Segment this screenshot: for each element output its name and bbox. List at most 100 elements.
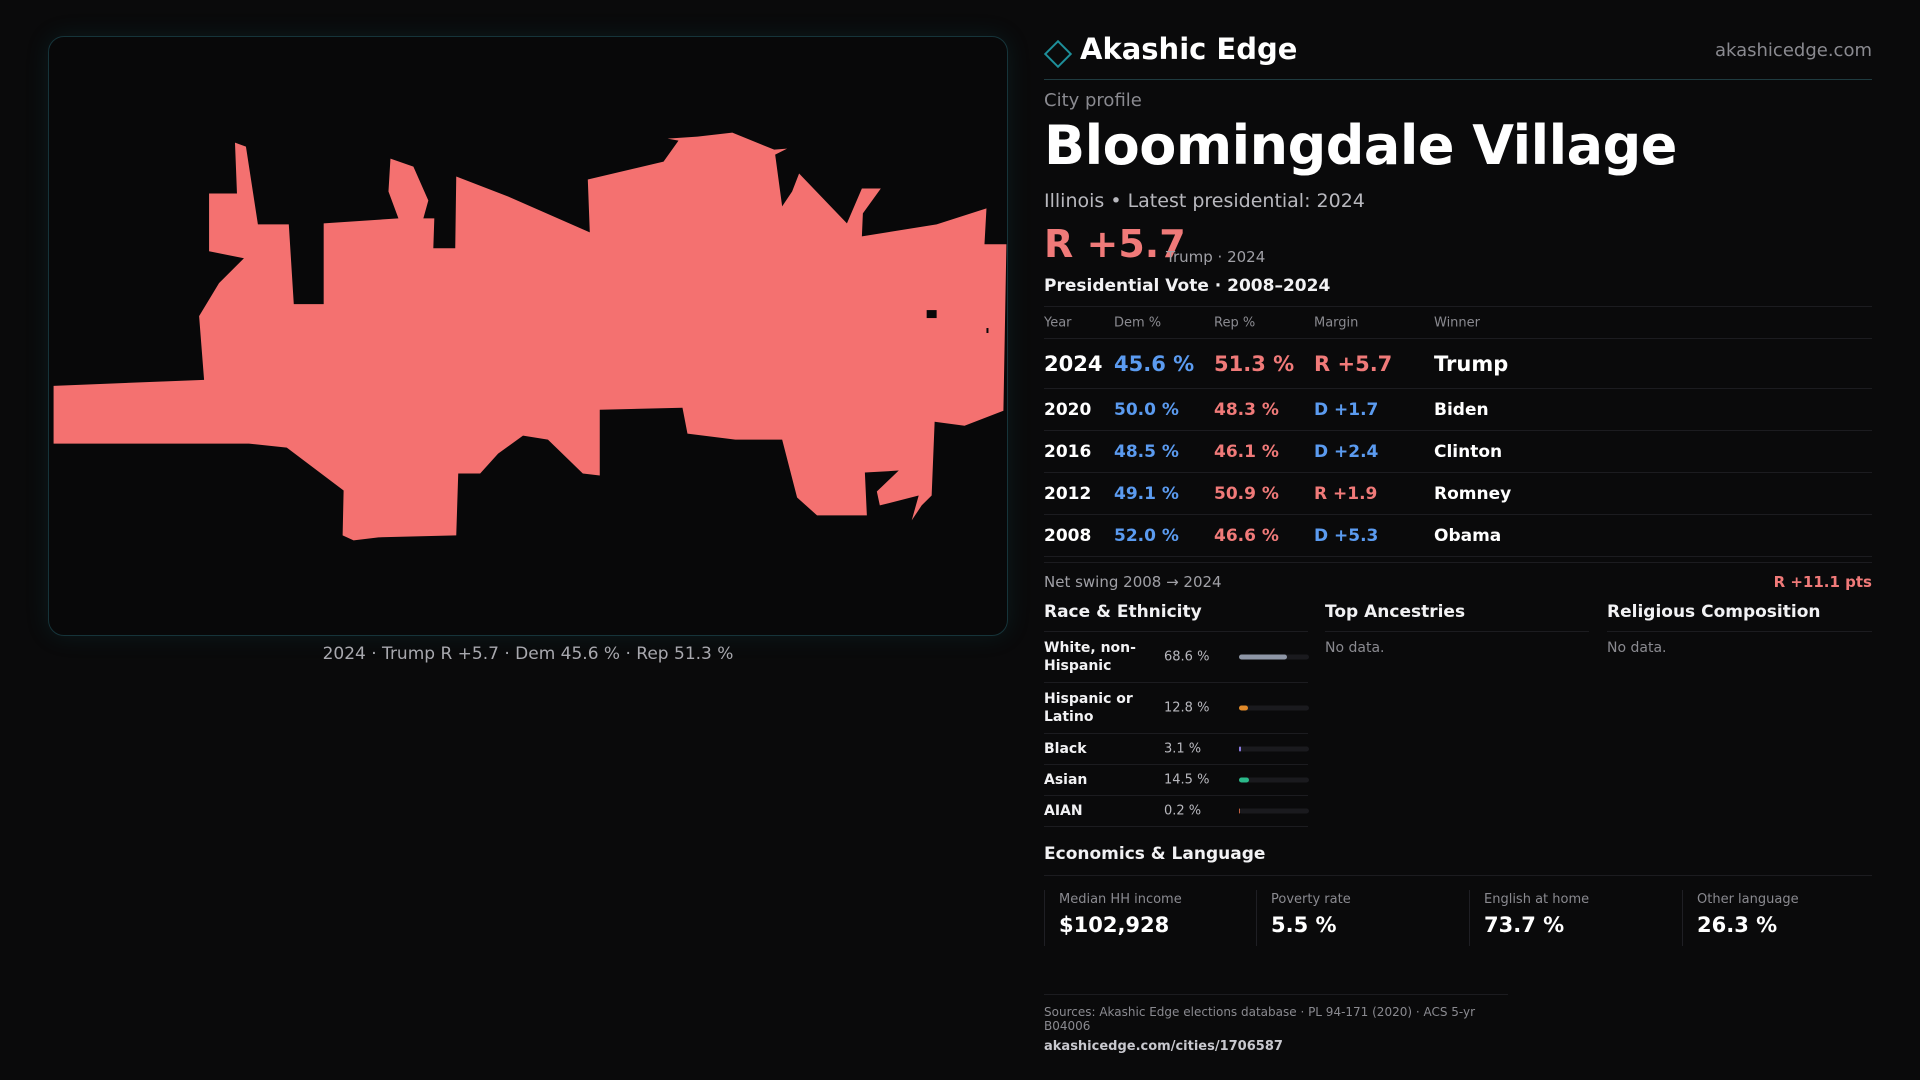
list-item: Black 3.1 % (1044, 734, 1309, 765)
ancestries-empty: No data. (1325, 640, 1385, 656)
list-item: White, non-Hispanic 68.6 % (1044, 632, 1309, 683)
race-label: Hispanic or Latino (1044, 691, 1133, 725)
winner-cell: Biden (1434, 399, 1489, 420)
column-header-dem: Dem % (1114, 315, 1162, 330)
headline-note: Trump · 2024 (1166, 248, 1266, 266)
list-item: Hispanic or Latino 12.8 % (1044, 683, 1309, 734)
race-percent: 14.5 % (1164, 772, 1210, 788)
stat-poverty-rate: Poverty rate 5.5 % (1256, 890, 1456, 946)
votes-title: Presidential Vote · 2008–2024 (1044, 276, 1331, 296)
race-ethnicity-section: Race & Ethnicity White, non-Hispanic 68.… (1044, 600, 1309, 827)
economics-grid: Median HH income $102,928 Poverty rate 5… (1044, 890, 1872, 946)
stat-other-language: Other language 26.3 % (1682, 890, 1872, 946)
margin-cell: D +1.7 (1314, 399, 1379, 420)
race-bar-fill (1239, 777, 1250, 783)
stat-label: Other language (1697, 892, 1799, 907)
year-cell: 2008 (1044, 525, 1092, 546)
table-row: 2016 48.5 % 46.1 % D +2.4 Clinton (1044, 431, 1872, 473)
dem-cell: 45.6 % (1114, 351, 1195, 376)
dem-cell: 50.0 % (1114, 399, 1179, 420)
net-swing-label: Net swing 2008 → 2024 (1044, 573, 1222, 591)
margin-cell: D +5.3 (1314, 525, 1379, 546)
table-row: 2024 45.6 % 51.3 % R +5.7 Trump (1044, 339, 1872, 389)
brand-name: Akashic Edge (1080, 32, 1298, 66)
year-cell: 2016 (1044, 441, 1092, 462)
religion-empty: No data. (1607, 640, 1667, 656)
dem-cell: 49.1 % (1114, 483, 1179, 504)
sources-footer: Sources: Akashic Edge elections database… (1044, 994, 1508, 1054)
headline-margin: R +5.7 (1044, 222, 1186, 266)
winner-cell: Obama (1434, 525, 1502, 546)
profile-kicker: City profile (1044, 90, 1142, 111)
race-percent: 0.2 % (1164, 803, 1202, 819)
race-bar (1239, 654, 1309, 660)
race-bar (1239, 808, 1309, 814)
race-bar (1239, 746, 1309, 752)
race-label: White, non-Hispanic (1044, 640, 1136, 674)
year-cell: 2020 (1044, 399, 1092, 420)
race-label: AIAN (1044, 803, 1083, 819)
column-header-winner: Winner (1434, 315, 1481, 330)
list-item: AIAN 0.2 % (1044, 796, 1309, 827)
dem-cell: 48.5 % (1114, 441, 1179, 462)
table-header: Year Dem % Rep % Margin Winner (1044, 307, 1872, 339)
city-boundary-shape (53, 132, 1007, 541)
city-map[interactable] (48, 36, 1008, 636)
race-label: Black (1044, 741, 1087, 757)
stat-label: Median HH income (1059, 892, 1182, 907)
race-ethnicity-title: Race & Ethnicity (1044, 600, 1308, 632)
race-label: Asian (1044, 772, 1088, 788)
list-item: Asian 14.5 % (1044, 765, 1309, 796)
margin-cell: D +2.4 (1314, 441, 1379, 462)
city-boundary-map (53, 132, 1007, 541)
race-bar-fill (1239, 654, 1288, 660)
stat-value: 26.3 % (1697, 913, 1778, 937)
winner-cell: Romney (1434, 483, 1512, 504)
stat-label: English at home (1484, 892, 1590, 907)
ancestries-section: Top Ancestries No data. (1325, 600, 1589, 656)
rep-cell: 50.9 % (1214, 483, 1279, 504)
year-cell: 2012 (1044, 483, 1092, 504)
presidential-vote-table: Year Dem % Rep % Margin Winner 2024 45.6… (1044, 306, 1872, 557)
sources-text: Sources: Akashic Edge elections database… (1044, 1005, 1476, 1033)
table-row: 2012 49.1 % 50.9 % R +1.9 Romney (1044, 473, 1872, 515)
stat-label: Poverty rate (1271, 892, 1351, 907)
race-bar-fill (1239, 746, 1242, 752)
religion-section: Religious Composition No data. (1607, 600, 1872, 656)
winner-cell: Trump (1434, 351, 1509, 376)
rep-cell: 46.1 % (1214, 441, 1279, 462)
economics-title: Economics & Language (1044, 844, 1872, 876)
race-bar (1239, 705, 1309, 711)
net-swing-value: R +11.1 pts (1773, 573, 1872, 591)
diamond-logo-icon (1043, 39, 1073, 69)
page-title: Bloomingdale Village (1044, 114, 1677, 177)
brand-url-link[interactable]: akashicedge.com (1714, 40, 1872, 61)
race-bar-fill (1239, 808, 1241, 814)
stat-value: $102,928 (1059, 913, 1170, 937)
table-row: 2008 52.0 % 46.6 % D +5.3 Obama (1044, 515, 1872, 557)
table-row: 2020 50.0 % 48.3 % D +1.7 Biden (1044, 389, 1872, 431)
stat-value: 5.5 % (1271, 913, 1337, 937)
ancestries-title: Top Ancestries (1325, 600, 1589, 632)
race-bar (1239, 777, 1309, 783)
profile-subline: Illinois • Latest presidential: 2024 (1044, 190, 1365, 212)
rep-cell: 46.6 % (1214, 525, 1279, 546)
source-url-link[interactable]: akashicedge.com/cities/1706587 (1044, 1039, 1283, 1054)
stat-english-at-home: English at home 73.7 % (1469, 890, 1669, 946)
margin-cell: R +1.9 (1314, 483, 1378, 504)
net-swing-row: Net swing 2008 → 2024 R +11.1 pts (1044, 562, 1872, 598)
religion-title: Religious Composition (1607, 600, 1872, 632)
race-bar-fill (1239, 705, 1248, 711)
race-percent: 12.8 % (1164, 700, 1210, 716)
rep-cell: 48.3 % (1214, 399, 1279, 420)
winner-cell: Clinton (1434, 441, 1503, 462)
column-header-margin: Margin (1314, 315, 1359, 330)
stat-median-income: Median HH income $102,928 (1044, 890, 1244, 946)
race-percent: 3.1 % (1164, 741, 1202, 757)
stat-value: 73.7 % (1484, 913, 1565, 937)
dem-cell: 52.0 % (1114, 525, 1179, 546)
column-header-rep: Rep % (1214, 315, 1256, 330)
brand-header: Akashic Edge akashicedge.com (1043, 30, 1872, 80)
rep-cell: 51.3 % (1214, 351, 1295, 376)
margin-cell: R +5.7 (1314, 351, 1393, 376)
